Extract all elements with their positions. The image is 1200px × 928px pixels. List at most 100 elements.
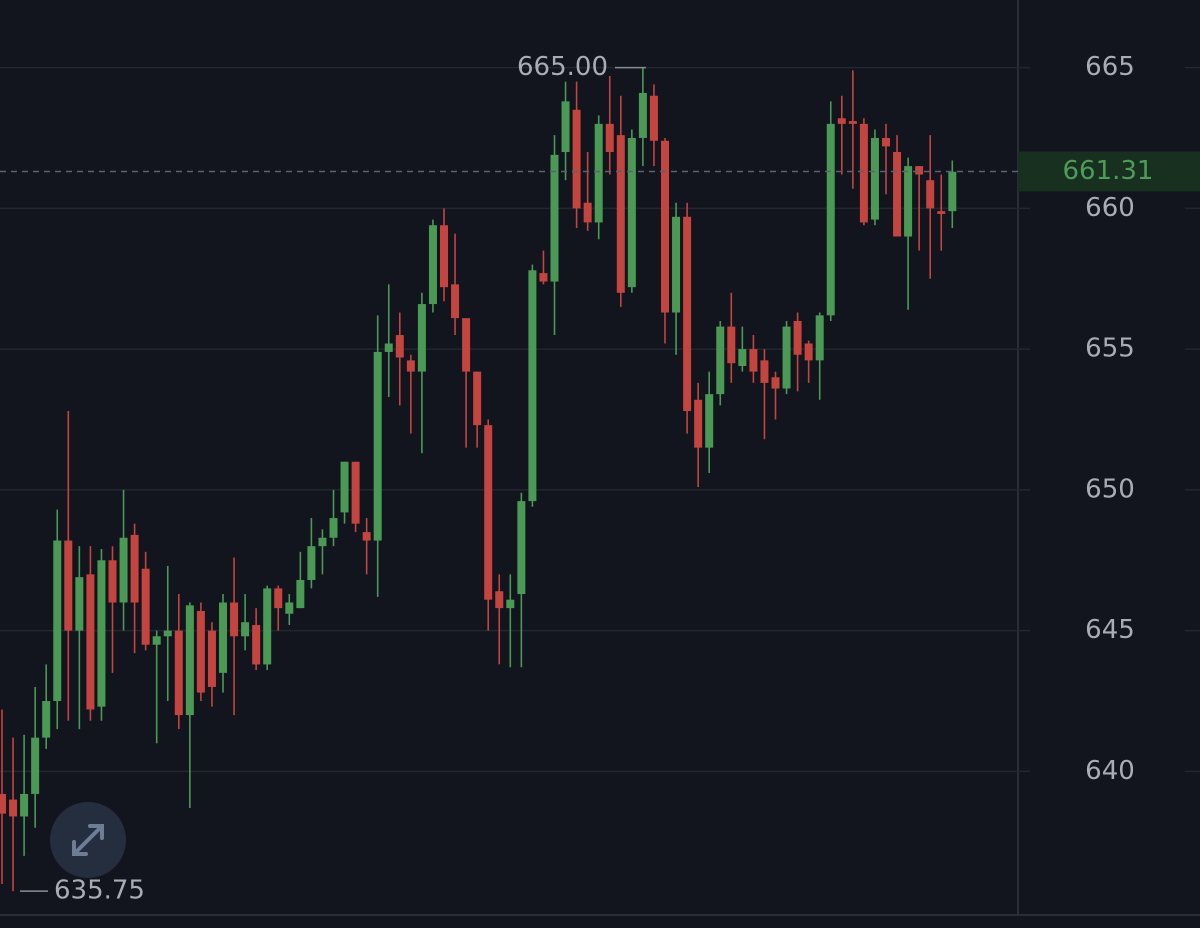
candle-body <box>771 377 780 389</box>
candle-body <box>826 123 835 316</box>
candle-body <box>815 315 824 361</box>
candle-body <box>672 216 681 313</box>
candle-body <box>174 630 183 716</box>
candle-body <box>716 326 725 395</box>
candle-body <box>185 605 194 716</box>
candle-body <box>130 534 139 603</box>
candle-body <box>285 602 294 614</box>
candle-body <box>517 501 526 595</box>
candle-body <box>528 270 537 502</box>
candle-body <box>749 349 758 372</box>
expand-button[interactable] <box>50 802 126 878</box>
candle-body <box>119 537 128 603</box>
candle-body <box>638 92 647 138</box>
y-tick-label: 660 <box>1085 193 1135 223</box>
candle-body <box>318 537 327 547</box>
candle-body <box>241 622 250 637</box>
candle-body <box>738 349 747 366</box>
candle-body <box>230 602 239 637</box>
candle-body <box>351 461 360 524</box>
candle-body <box>97 560 106 707</box>
candle-body <box>362 532 371 541</box>
candle-body <box>926 180 935 209</box>
candle-body <box>616 135 625 293</box>
candle-body <box>550 154 559 282</box>
candle-body <box>384 343 393 352</box>
candle-body <box>296 579 305 609</box>
candle-body <box>572 109 581 209</box>
candle-body <box>495 591 504 609</box>
candle-body <box>53 540 62 702</box>
candle-body <box>870 137 879 220</box>
candle-body <box>152 636 161 645</box>
candle-body <box>793 320 802 355</box>
candle-body <box>252 625 261 665</box>
candle-body <box>373 351 382 541</box>
candle-body <box>727 326 736 364</box>
candle-body <box>20 793 29 817</box>
y-tick-label: 655 <box>1085 334 1135 364</box>
candle-body <box>594 123 603 223</box>
candle-body <box>86 574 95 710</box>
candle-body <box>42 701 51 738</box>
candle-body <box>274 588 283 609</box>
candle-body <box>683 216 692 412</box>
candle-body <box>0 793 6 814</box>
candle-body <box>263 588 272 665</box>
candle-body <box>705 394 714 448</box>
candle-body <box>837 118 846 124</box>
candles <box>0 67 957 892</box>
grid <box>0 66 1200 773</box>
candle-body <box>561 101 570 153</box>
candle-body <box>859 123 868 223</box>
last-price-label: 661.31 <box>1063 156 1154 186</box>
candle-body <box>428 225 437 305</box>
candle-body <box>31 737 40 794</box>
candle-body <box>915 166 924 175</box>
candle-body <box>848 121 857 124</box>
candle-body <box>904 166 913 237</box>
candle-body <box>661 140 669 313</box>
candle-body <box>440 225 448 288</box>
candle-body <box>473 371 482 426</box>
candle-body <box>64 540 73 631</box>
candle-body <box>893 152 902 237</box>
candle-body <box>539 273 548 282</box>
candle-body <box>462 318 471 372</box>
expand-icon[interactable] <box>72 824 104 856</box>
candle-body <box>506 599 515 609</box>
candle-body <box>307 546 316 580</box>
candle-body <box>882 137 890 147</box>
candle-body <box>627 137 636 288</box>
candle-body <box>75 577 84 631</box>
candle-body <box>417 304 426 372</box>
low-label: 635.75 <box>54 876 145 906</box>
candle-body <box>760 360 769 383</box>
y-tick-label: 640 <box>1085 756 1135 786</box>
last-price-box <box>1018 151 1200 192</box>
candle-body <box>782 326 791 389</box>
candle-body <box>948 171 957 212</box>
y-tick-label: 645 <box>1085 615 1135 645</box>
candle-body <box>163 630 172 637</box>
y-tick-label: 665 <box>1085 52 1135 82</box>
candle-body <box>395 335 404 358</box>
candle-body <box>804 343 813 361</box>
candle-body <box>219 602 227 673</box>
labels: 640 645 650 655 660 665 665.00 635.75 661.31 <box>0 52 1200 906</box>
candle-body <box>329 518 338 538</box>
candle-body <box>451 284 460 319</box>
candle-body <box>207 630 216 687</box>
candle-body <box>141 568 150 645</box>
candle-body <box>9 799 18 817</box>
candle-body <box>406 360 415 372</box>
candle-body <box>605 123 614 153</box>
candle-body <box>196 610 205 693</box>
candle-body <box>649 95 658 141</box>
candle-body <box>694 399 703 448</box>
high-label: 665.00 <box>517 52 608 82</box>
candle-body <box>340 461 349 513</box>
candle-body <box>937 211 946 214</box>
